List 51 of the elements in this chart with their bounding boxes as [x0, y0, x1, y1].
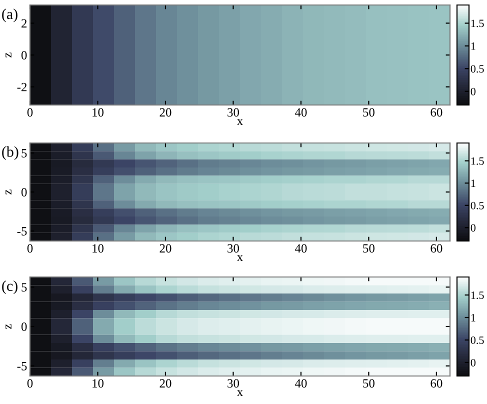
x-tick-label: 20	[160, 108, 172, 117]
x-tick-label: 60	[430, 108, 442, 117]
chart-title: (c)	[2, 280, 18, 294]
x-tick-label: 60	[430, 379, 442, 388]
x-tick-label: 20	[160, 244, 172, 253]
x-tick-label: 10	[92, 379, 104, 388]
x-tick-label: 10	[92, 108, 104, 117]
color-bar-label: 0.5	[470, 336, 484, 344]
y-axis-title: z	[6, 324, 12, 329]
y-tick-label: 2	[22, 19, 27, 28]
x-tick-label: 20	[160, 379, 172, 388]
x-tick-label: 50	[363, 244, 374, 253]
y-tick-label: 5	[22, 283, 27, 292]
y-tick-label: 0	[21, 322, 27, 331]
color-bar-label: 1	[471, 42, 476, 50]
y-tick-label: 0	[21, 188, 27, 196]
y-tick-label: -2	[17, 82, 27, 92]
y-tick-label: 0	[21, 51, 27, 60]
y-tick-label: -5	[17, 227, 27, 236]
x-tick-label: 0	[27, 379, 33, 388]
color-bar-label: 0	[470, 358, 476, 366]
x-tick-label: 30	[228, 244, 239, 253]
color-bar-label: 0	[470, 224, 476, 232]
x-tick-label: 50	[363, 108, 374, 117]
y-axis-title: z	[6, 52, 12, 58]
x-axis-title: x	[236, 119, 243, 126]
x-tick-label: 40	[294, 244, 307, 253]
x-tick-label: 30	[228, 379, 239, 388]
y-axis-title: z	[6, 190, 12, 194]
color-bar-label: 1.5	[471, 157, 484, 165]
x-tick-label: 0	[27, 108, 33, 117]
x-tick-label: 40	[294, 108, 307, 117]
chart-title: (a)	[2, 8, 18, 22]
color-bar-label: 1.5	[471, 292, 484, 300]
x-tick-label: 30	[228, 108, 239, 117]
color-bar-label: 0	[470, 88, 476, 96]
x-tick-label: 50	[363, 379, 374, 388]
color-bar-label: 1	[471, 314, 476, 322]
x-tick-label: 10	[92, 244, 104, 253]
y-tick-label: 5	[22, 149, 27, 158]
color-bar-label: 1	[471, 180, 476, 187]
color-bar-label: 1.5	[471, 20, 484, 28]
x-axis-title: x	[236, 255, 243, 262]
chart-title: (b)	[2, 146, 18, 160]
x-axis-title: x	[236, 390, 243, 396]
x-tick-label: 60	[430, 244, 442, 253]
color-bar-label: 0.5	[470, 202, 484, 210]
y-tick-label: -5	[17, 362, 27, 370]
x-tick-label: 0	[27, 244, 33, 253]
x-tick-label: 40	[294, 379, 307, 388]
color-bar-label: 0.5	[470, 65, 484, 73]
